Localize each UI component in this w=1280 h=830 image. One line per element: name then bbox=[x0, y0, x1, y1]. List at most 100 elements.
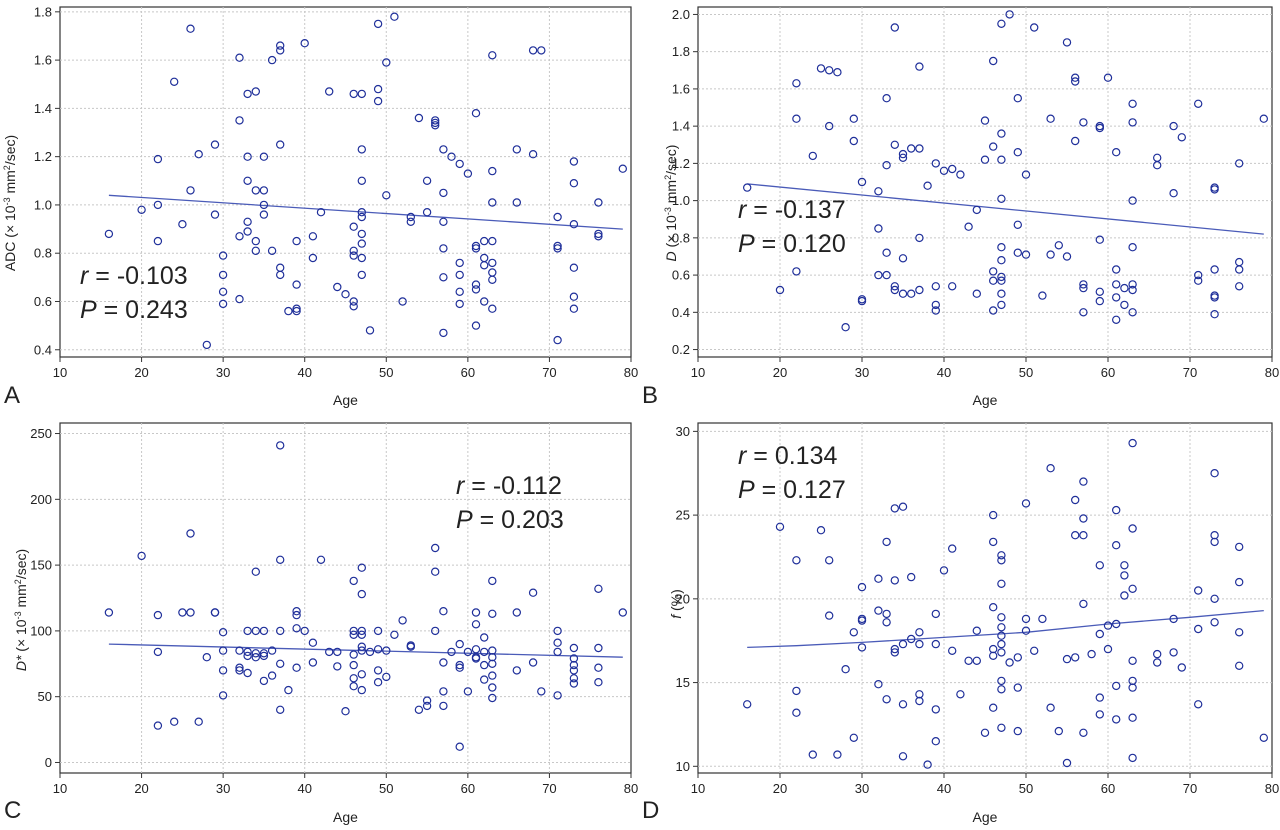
data-point bbox=[857, 296, 867, 306]
data-point bbox=[292, 624, 301, 633]
data-point bbox=[104, 608, 114, 617]
data-point bbox=[471, 280, 481, 289]
data-point bbox=[259, 651, 269, 661]
data-point bbox=[1070, 73, 1080, 82]
data-point bbox=[431, 121, 440, 130]
data-point bbox=[1128, 656, 1137, 666]
data-point bbox=[471, 645, 481, 654]
y-tick-label: 0 bbox=[45, 755, 52, 770]
x-tick-label: 10 bbox=[53, 365, 67, 380]
y-tick-label: 1.6 bbox=[672, 81, 690, 96]
data-point bbox=[898, 752, 908, 761]
data-point bbox=[1054, 241, 1064, 250]
panel-a: 10 20 30 40 50 60 70 80 0.4 0.6 0.8 1.0 1.2 1.4 1.6 1.8… bbox=[2, 4, 638, 409]
data-point bbox=[792, 556, 801, 565]
data-point bbox=[202, 653, 211, 662]
data-point bbox=[997, 685, 1006, 694]
data-point bbox=[553, 647, 562, 657]
data-point bbox=[915, 285, 924, 295]
data-point bbox=[1021, 170, 1031, 179]
stat-p: P = 0.243 bbox=[80, 296, 188, 324]
x-tick-label: 10 bbox=[691, 365, 705, 380]
data-point bbox=[1095, 561, 1105, 570]
data-point bbox=[153, 610, 163, 620]
data-point bbox=[1128, 308, 1137, 317]
data-point bbox=[308, 253, 318, 263]
data-point bbox=[1128, 196, 1137, 205]
x-tick-label: 80 bbox=[624, 781, 638, 796]
x-tick-label: 80 bbox=[1265, 365, 1279, 380]
data-point bbox=[997, 272, 1006, 282]
data-point bbox=[907, 289, 916, 298]
data-point bbox=[1111, 541, 1121, 550]
data-point bbox=[553, 638, 562, 647]
data-point bbox=[841, 323, 850, 332]
data-point bbox=[218, 270, 228, 280]
data-point bbox=[488, 671, 497, 680]
data-point bbox=[422, 176, 432, 185]
data-point bbox=[898, 639, 908, 649]
data-point bbox=[218, 251, 228, 260]
data-point bbox=[276, 626, 285, 636]
data-point bbox=[997, 242, 1006, 252]
data-point bbox=[907, 144, 916, 153]
data-point bbox=[488, 275, 497, 284]
data-point bbox=[948, 646, 957, 656]
data-point bbox=[218, 691, 228, 700]
data-point bbox=[618, 608, 628, 617]
x-tick-label: 70 bbox=[1183, 365, 1197, 380]
stat-p: P = 0.203 bbox=[456, 506, 564, 534]
x-tick-label: 20 bbox=[773, 365, 787, 380]
data-point bbox=[373, 626, 383, 636]
data-point bbox=[1013, 248, 1023, 257]
data-point bbox=[153, 647, 163, 657]
data-point bbox=[972, 205, 982, 215]
data-point bbox=[1062, 654, 1072, 664]
data-point bbox=[931, 300, 941, 310]
y-tick-label: 1.6 bbox=[34, 53, 52, 68]
data-point bbox=[431, 567, 440, 576]
data-point bbox=[1070, 77, 1080, 86]
data-point bbox=[1128, 118, 1137, 127]
x-tick-label: 20 bbox=[134, 781, 148, 796]
y-tick-label: 1.8 bbox=[34, 4, 52, 19]
data-point bbox=[898, 289, 908, 298]
data-point bbox=[980, 155, 990, 164]
data-point bbox=[874, 270, 883, 280]
data-point bbox=[235, 232, 244, 241]
data-point bbox=[890, 282, 900, 291]
data-point bbox=[235, 646, 244, 655]
data-point bbox=[972, 289, 982, 298]
data-point bbox=[1128, 753, 1137, 763]
y-tick-label: 0.2 bbox=[672, 342, 690, 357]
data-point bbox=[989, 603, 998, 612]
data-point bbox=[1111, 147, 1121, 157]
data-point bbox=[1210, 594, 1219, 604]
data-point bbox=[1193, 700, 1203, 709]
data-point bbox=[153, 154, 163, 164]
data-point bbox=[997, 556, 1006, 565]
data-point bbox=[618, 164, 628, 173]
data-point bbox=[341, 707, 350, 716]
data-point bbox=[373, 678, 383, 687]
panel-b: 10 20 30 40 50 60 70 80 0.2 0.4 0.6 0.8 1.0 1.2 1.4 1.6… bbox=[642, 6, 1279, 409]
data-point bbox=[997, 648, 1006, 657]
data-point bbox=[931, 609, 941, 619]
data-point bbox=[923, 760, 932, 769]
data-point bbox=[471, 321, 481, 330]
data-point bbox=[1013, 147, 1023, 157]
data-point bbox=[792, 79, 801, 88]
data-point bbox=[537, 46, 546, 55]
data-point bbox=[373, 84, 383, 94]
data-point bbox=[1103, 73, 1113, 82]
stat-p: P = 0.120 bbox=[738, 230, 846, 258]
data-point bbox=[243, 647, 252, 657]
data-point bbox=[931, 737, 941, 746]
y-tick-label: 1.2 bbox=[34, 149, 52, 164]
data-point bbox=[349, 222, 358, 231]
data-point bbox=[333, 282, 342, 292]
data-point bbox=[890, 140, 900, 149]
data-point bbox=[594, 678, 603, 687]
data-point bbox=[907, 572, 916, 582]
data-point bbox=[1128, 285, 1137, 295]
